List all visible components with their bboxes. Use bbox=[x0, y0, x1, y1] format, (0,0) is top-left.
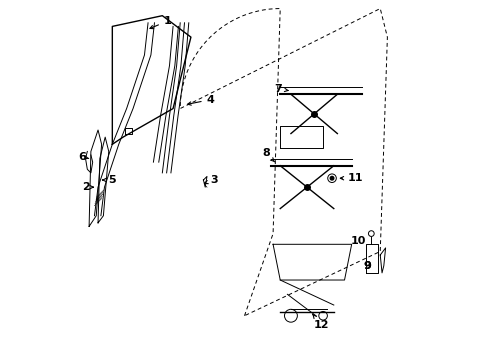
Text: 4: 4 bbox=[187, 95, 214, 105]
Text: 6: 6 bbox=[78, 152, 88, 162]
Text: 2: 2 bbox=[81, 182, 93, 192]
Text: 1: 1 bbox=[150, 16, 171, 29]
Text: 8: 8 bbox=[262, 148, 274, 162]
Text: 9: 9 bbox=[363, 261, 371, 271]
Text: 12: 12 bbox=[312, 315, 328, 330]
Text: 5: 5 bbox=[102, 175, 116, 185]
Circle shape bbox=[329, 176, 333, 180]
Text: 10: 10 bbox=[350, 236, 366, 246]
Text: 9: 9 bbox=[363, 261, 371, 271]
Text: 11: 11 bbox=[340, 173, 363, 183]
Text: 7: 7 bbox=[274, 84, 287, 94]
Text: 3: 3 bbox=[204, 175, 218, 185]
